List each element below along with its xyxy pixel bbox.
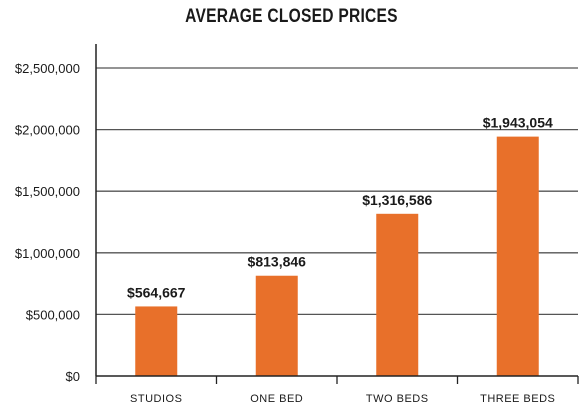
bar <box>496 136 539 376</box>
y-tick-label: $1,500,000 <box>15 184 80 199</box>
y-tick-label: $1,000,000 <box>15 246 80 261</box>
data-label: $564,667 <box>127 284 186 300</box>
bar <box>135 306 178 376</box>
bars <box>135 136 539 376</box>
y-axis-tick-labels: $0 $500,000 $1,000,000 $1,500,000 $2,000,000… <box>15 61 80 384</box>
x-tick-label: THREE BEDS <box>480 393 555 405</box>
y-tick-label: $0 <box>66 369 80 384</box>
bar <box>255 275 298 376</box>
x-tick-label: TWO BEDS <box>366 393 429 405</box>
data-label: $1,316,586 <box>362 192 432 208</box>
y-tick-label: $500,000 <box>26 307 80 322</box>
x-tick-label: ONE BED <box>250 393 303 405</box>
x-axis-tick-labels: STUDIOS ONE BED TWO BEDS THREE BEDS <box>130 393 555 405</box>
chart-title: AVERAGE CLOSED PRICES <box>185 6 398 27</box>
bar <box>376 213 419 376</box>
data-label: $813,846 <box>248 254 307 270</box>
x-tick-label: STUDIOS <box>130 393 182 405</box>
y-tick-label: $2,000,000 <box>15 123 80 138</box>
data-labels: $564,667 $813,846 $1,316,586 $1,943,054 <box>127 115 553 301</box>
data-label: $1,943,054 <box>483 115 553 131</box>
y-tick-label: $2,500,000 <box>15 61 80 76</box>
axes <box>95 44 579 384</box>
